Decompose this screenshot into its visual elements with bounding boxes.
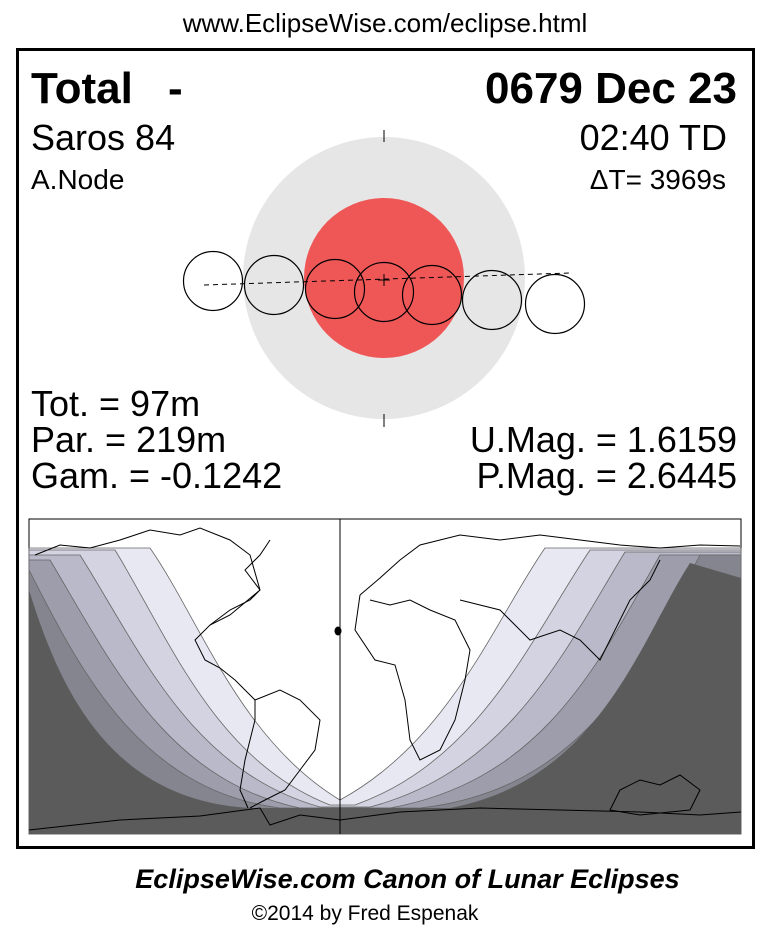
africa-coast xyxy=(354,594,471,761)
world-map xyxy=(28,518,742,835)
visibility-bands xyxy=(28,547,742,835)
footer-title: EclipseWise.com Canon of Lunar Eclipses xyxy=(135,864,680,894)
type-dash: - xyxy=(168,64,183,113)
footer-copyright: ©2014 by Fred Espenak xyxy=(251,902,479,925)
eclipse-time: 02:40 TD xyxy=(579,117,727,158)
moon-circle xyxy=(401,264,463,326)
umbral-magnitude: U.Mag. = 1.6159 xyxy=(469,419,737,460)
moon-circle xyxy=(461,269,523,331)
visibility-band xyxy=(29,563,741,834)
source-url: www.EclipseWise.com/eclipse.html xyxy=(182,8,588,38)
greatest-eclipse-point xyxy=(334,626,342,636)
node: A.Node xyxy=(31,164,125,195)
americas-west-coast xyxy=(34,527,261,809)
eclipse-frame xyxy=(16,48,755,849)
moon-circle xyxy=(182,250,244,312)
shadow-center-cross xyxy=(378,274,390,286)
gamma: Gam. = -0.1242 xyxy=(31,455,283,496)
moon-circle xyxy=(304,258,366,320)
partial-duration: Par. = 219m xyxy=(31,419,227,460)
totality-duration: Tot. = 97m xyxy=(31,383,201,424)
shadow-diagram xyxy=(182,130,586,427)
moon-positions xyxy=(182,250,586,335)
moon-circle xyxy=(243,254,305,316)
saros-number: Saros 84 xyxy=(31,117,176,158)
asia-south-coast xyxy=(459,559,661,661)
moon-circle xyxy=(524,273,586,335)
south-america-east-coast xyxy=(249,689,321,809)
moon-path-line xyxy=(203,272,571,286)
north-america-east-coast xyxy=(209,539,271,626)
moon-circle xyxy=(353,261,415,323)
eurasia-north-coast xyxy=(359,534,741,596)
penumbral-magnitude: P.Mag. = 2.6445 xyxy=(476,455,737,496)
coastlines xyxy=(28,527,742,831)
eclipse-date: 0679 Dec 23 xyxy=(485,64,737,113)
eclipse-type: Total xyxy=(31,64,133,113)
delta-t: ΔT= 3969s xyxy=(589,164,726,195)
